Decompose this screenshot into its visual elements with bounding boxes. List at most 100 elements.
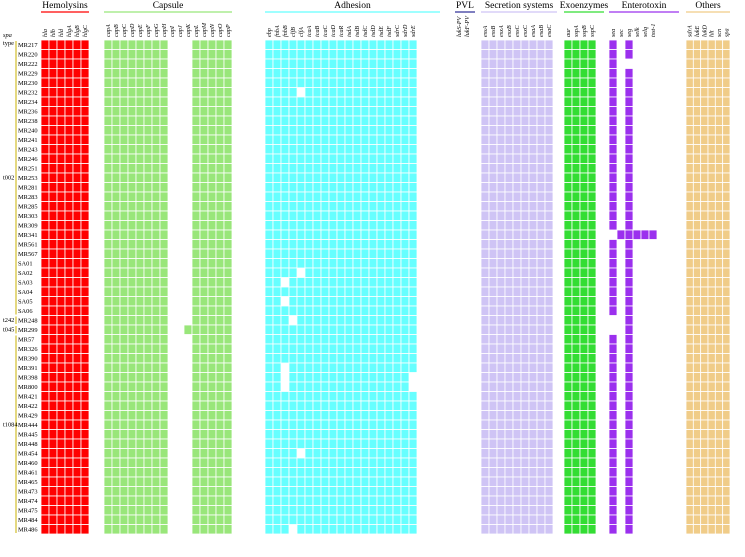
cell-hlgA-MR422 bbox=[64, 400, 74, 411]
cell-icaD-MR222 bbox=[328, 58, 338, 69]
cell-capG-MR246 bbox=[151, 153, 161, 164]
cell-hlgA-MR251 bbox=[64, 163, 74, 174]
cell-isdC-MR236 bbox=[360, 106, 370, 117]
cell-hlgC-MR460 bbox=[80, 457, 90, 468]
cell-sdrA-MR222 bbox=[685, 58, 694, 69]
cell-lukE-MR240 bbox=[692, 125, 702, 136]
cell-isdB-SA03 bbox=[352, 277, 362, 288]
cell-spa-MR251 bbox=[722, 163, 731, 174]
cell-esaA-MR57 bbox=[528, 334, 538, 345]
cell-hlgB-MR309 bbox=[72, 220, 82, 231]
cell-lukD-MR390 bbox=[700, 353, 709, 364]
cell-scn-MR475 bbox=[714, 505, 724, 516]
row-label: MR222 bbox=[18, 61, 38, 68]
cell-esxC-MR326 bbox=[520, 343, 530, 354]
cell-essB-MR422 bbox=[488, 400, 498, 411]
cell-ebp-MR251 bbox=[264, 163, 274, 174]
gene-label: essC bbox=[514, 24, 521, 37]
cell-essC-MR303 bbox=[512, 210, 522, 221]
cell-esxC-MR341 bbox=[520, 229, 530, 240]
cell-essC-MR474 bbox=[512, 495, 522, 506]
cell-capP-MR341 bbox=[223, 229, 233, 240]
cell-capH-MR222 bbox=[159, 58, 169, 69]
cell-icaR-MR230 bbox=[336, 77, 346, 88]
cell-aur-MR234 bbox=[563, 96, 573, 107]
cell-capB-MR448 bbox=[111, 438, 121, 449]
cell-sdrE-MR326 bbox=[408, 343, 418, 354]
cell-isdD-MR473 bbox=[368, 486, 378, 497]
cell-isdB-MR461 bbox=[352, 467, 362, 478]
cell-isdA-MR309 bbox=[344, 220, 354, 231]
cell-isdB-MR341 bbox=[352, 229, 362, 240]
cell-hld-MR474 bbox=[56, 495, 66, 506]
cell-esaA-MR222 bbox=[528, 58, 538, 69]
cell-icaB-MR422 bbox=[312, 400, 322, 411]
cell-hlgA-SA01 bbox=[64, 258, 74, 269]
cell-capP-MR429 bbox=[223, 410, 233, 421]
cell-fnbA-MR567 bbox=[272, 248, 282, 259]
cell-ebp-MR220 bbox=[264, 49, 274, 60]
cell-essA-MR445 bbox=[480, 429, 490, 440]
cell-ebp-MR444 bbox=[264, 419, 274, 430]
cell-capA-MR281 bbox=[103, 182, 113, 193]
cell-hlt-MR285 bbox=[707, 201, 716, 212]
cell-hlgC-MR217 bbox=[80, 39, 90, 50]
cell-capE-MR236 bbox=[135, 106, 145, 117]
cell-essA-MR448 bbox=[480, 438, 490, 449]
cell-isdA-SA05 bbox=[344, 296, 354, 307]
cell-capO-MR232 bbox=[215, 87, 225, 98]
cell-icaB-MR243 bbox=[312, 144, 322, 155]
cell-capC-MR461 bbox=[119, 467, 129, 478]
cell-aur-MR326 bbox=[563, 343, 573, 354]
cell-sdrD-MR246 bbox=[400, 153, 410, 164]
cell-hlgA-MR220 bbox=[64, 49, 74, 60]
cell-icaD-MR240 bbox=[328, 125, 338, 136]
cell-capN-MR243 bbox=[207, 144, 217, 155]
cell-capP-MR251 bbox=[223, 163, 233, 174]
cell-scn-MR243 bbox=[714, 144, 724, 155]
cell-aur-MR241 bbox=[563, 134, 573, 145]
cell-capO-MR299 bbox=[215, 324, 225, 335]
cell-esxB-MR240 bbox=[504, 125, 514, 136]
cell-aur-MR444 bbox=[563, 419, 573, 430]
cell-sspB-MR421 bbox=[579, 391, 589, 402]
row-label: MR234 bbox=[18, 99, 38, 106]
cell-esaA-MR429 bbox=[528, 410, 538, 421]
cell-clfA-MR220 bbox=[296, 49, 306, 60]
cell-hlgC-MR229 bbox=[80, 68, 90, 79]
cell-ebp-MR486 bbox=[264, 524, 274, 535]
cell-sdrA-MR421 bbox=[685, 391, 694, 402]
cell-icaR-MR251 bbox=[336, 163, 346, 174]
cell-hlgC-MR422 bbox=[80, 400, 90, 411]
cell-isdE-MR253 bbox=[376, 172, 386, 183]
cell-esaA-MR473 bbox=[528, 486, 538, 497]
cell-sdrE-MR465 bbox=[408, 476, 418, 487]
cell-isdB-MR473 bbox=[352, 486, 362, 497]
cell-seg-MR232 bbox=[624, 87, 634, 98]
cell-clfB-SA06 bbox=[288, 305, 298, 316]
cell-hld-MR422 bbox=[56, 400, 66, 411]
cell-capH-MR421 bbox=[159, 391, 169, 402]
cell-hlt-MR473 bbox=[707, 486, 716, 497]
cell-lukE-MR444 bbox=[692, 419, 702, 430]
cell-isdD-MR561 bbox=[368, 239, 378, 250]
cell-fnbB-MR234 bbox=[280, 96, 290, 107]
cell-essB-MR303 bbox=[488, 210, 498, 221]
cell-sea-MR429 bbox=[608, 410, 618, 421]
cell-sdrE-MR561 bbox=[408, 239, 418, 250]
cell-capF-MR281 bbox=[143, 182, 153, 193]
cell-lukD-MR251 bbox=[700, 163, 709, 174]
cell-aur-MR222 bbox=[563, 58, 573, 69]
cell-capL-MR303 bbox=[191, 210, 201, 221]
cell-hlgB-MR454 bbox=[72, 448, 82, 459]
cell-icaB-MR486 bbox=[312, 524, 322, 535]
cell-icaR-MR465 bbox=[336, 476, 346, 487]
cell-sdrD-MR448 bbox=[400, 438, 410, 449]
cell-capF-MR461 bbox=[143, 467, 153, 478]
cell-isdA-SA04 bbox=[344, 286, 354, 297]
cell-esxB-MR429 bbox=[504, 410, 514, 421]
cell-sdrA-MR217 bbox=[685, 39, 694, 50]
cell-esaA-MR236 bbox=[528, 106, 538, 117]
cell-capO-SA06 bbox=[215, 305, 225, 316]
cell-lukD-MR326 bbox=[700, 343, 709, 354]
